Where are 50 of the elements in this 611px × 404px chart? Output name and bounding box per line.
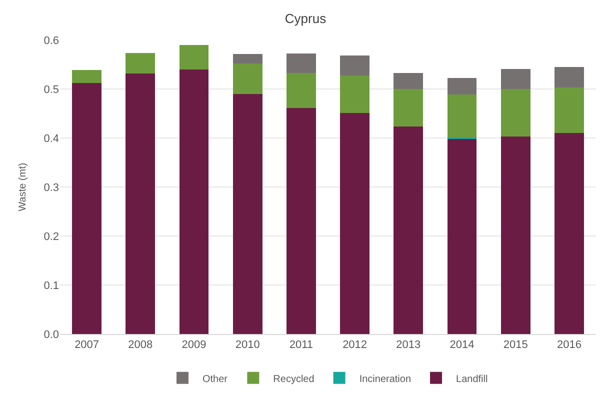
bar <box>554 133 584 334</box>
bar <box>232 64 262 94</box>
bar <box>72 70 102 84</box>
bar <box>394 126 424 334</box>
y-tick-label: 0.0 <box>44 328 59 341</box>
y-tick-label: 0.1 <box>44 280 59 292</box>
bar <box>286 54 316 73</box>
y-axis-title: Waste (mt) <box>18 162 29 212</box>
bar <box>340 113 370 334</box>
bar <box>447 78 477 94</box>
bar <box>500 68 530 89</box>
bar <box>447 94 477 138</box>
x-tick-label: 2009 <box>182 339 206 352</box>
bar <box>394 72 424 89</box>
bar <box>554 66 584 88</box>
bar <box>340 75 370 114</box>
bar <box>126 53 156 74</box>
legend-label: Incineration <box>359 374 412 385</box>
legend-label: Other <box>202 374 228 385</box>
bar <box>286 108 316 334</box>
legend-label: Landfill <box>456 374 488 385</box>
x-tick-label: 2011 <box>289 339 314 352</box>
x-tick-label: 2014 <box>450 339 474 352</box>
bar <box>500 136 530 334</box>
x-tick-label: 2007 <box>74 339 100 352</box>
x-tick-label: 2008 <box>128 339 153 352</box>
x-tick-label: 2010 <box>235 339 260 352</box>
x-tick-label: 2012 <box>342 339 368 352</box>
y-tick-label: 0.4 <box>44 132 59 145</box>
bar <box>179 44 209 70</box>
legend-label: Recycled <box>273 374 314 385</box>
bar <box>286 72 316 108</box>
x-tick-label: 2016 <box>556 339 582 352</box>
y-tick-label: 0.6 <box>44 34 59 47</box>
y-tick-label: 0.3 <box>44 182 59 194</box>
bar <box>447 138 477 334</box>
bar <box>232 54 262 64</box>
y-tick-label: 0.2 <box>44 230 59 243</box>
bar <box>179 69 209 334</box>
bar <box>394 89 424 127</box>
x-tick-label: 2015 <box>503 339 528 352</box>
x-tick-label: 2013 <box>396 339 421 352</box>
bar <box>126 73 156 334</box>
chart-title: Cyprus <box>284 11 327 26</box>
y-tick-label: 0.5 <box>44 84 59 96</box>
bar <box>72 83 102 334</box>
bar <box>340 56 370 76</box>
bar <box>554 88 584 134</box>
bar <box>500 89 530 137</box>
bar <box>232 94 262 334</box>
